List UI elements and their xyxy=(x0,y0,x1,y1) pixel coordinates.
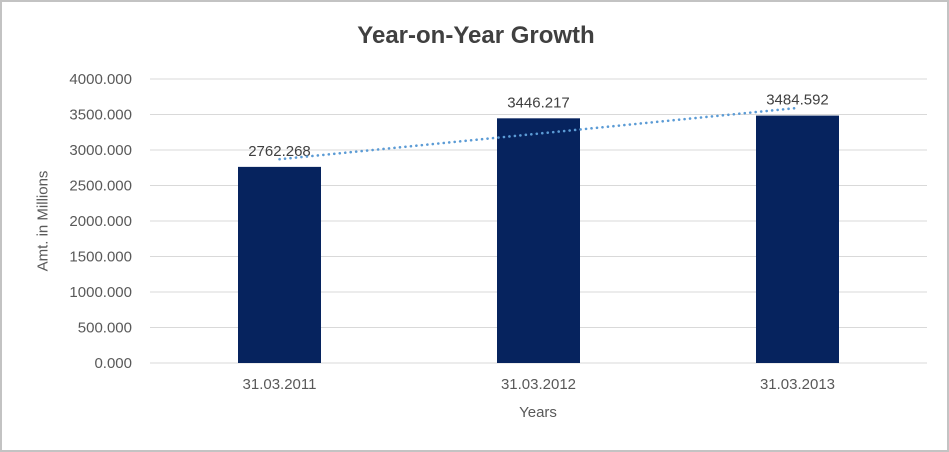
bar xyxy=(497,118,580,363)
y-tick-label: 3500.000 xyxy=(69,107,132,124)
y-tick-label: 3000.000 xyxy=(69,142,132,159)
chart-title: Year-on-Year Growth xyxy=(357,22,595,49)
y-tick-label: 0.000 xyxy=(94,355,132,372)
y-tick-label: 1500.000 xyxy=(69,249,132,266)
x-tick-label: 31.03.2012 xyxy=(501,376,576,393)
y-tick-label: 500.000 xyxy=(78,320,132,337)
data-label: 3446.217 xyxy=(507,94,570,111)
y-tick-label: 2000.000 xyxy=(69,213,132,230)
bar xyxy=(756,115,839,364)
data-label: 3484.592 xyxy=(766,92,829,109)
bar xyxy=(238,166,321,363)
x-tick-label: 31.03.2013 xyxy=(760,376,835,393)
x-tick-label: 31.03.2011 xyxy=(243,376,317,393)
y-tick-label: 1000.000 xyxy=(69,284,132,301)
data-label: 2762.268 xyxy=(248,143,311,160)
x-axis-title: Years xyxy=(519,404,557,421)
y-tick-label: 4000.000 xyxy=(69,71,132,88)
y-tick-label: 2500.000 xyxy=(69,178,132,195)
trendline xyxy=(278,106,799,161)
